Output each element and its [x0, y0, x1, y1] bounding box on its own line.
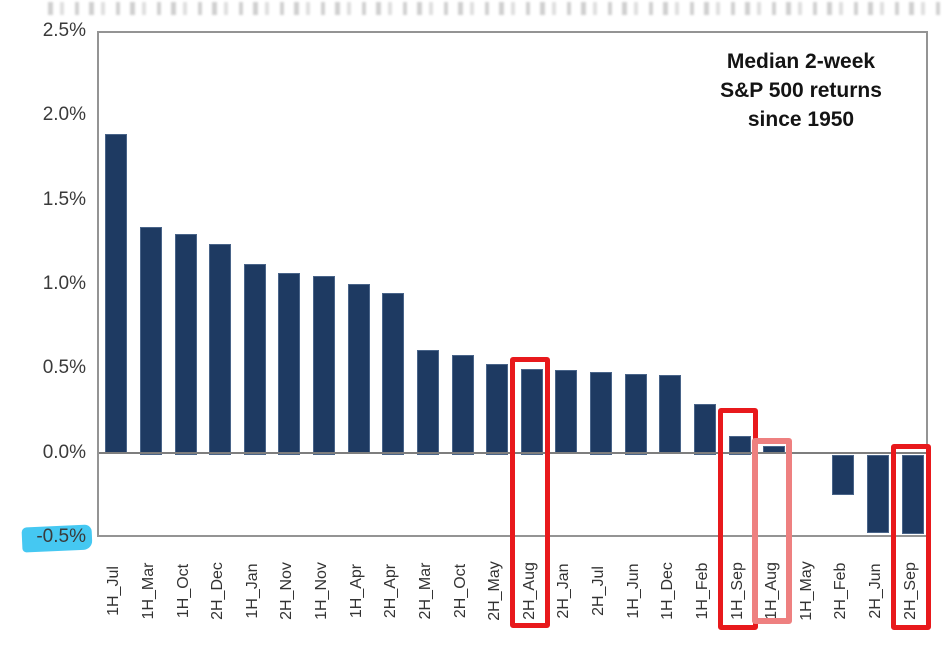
y-tick-label: 2.5%: [42, 20, 86, 41]
bar: [625, 374, 647, 455]
x-tick-label: 1H_Oct: [175, 563, 192, 619]
bar: [486, 364, 508, 455]
bar: [521, 369, 543, 455]
x-tick-label: 1H_Jul: [105, 566, 122, 616]
x-tick-label: 2H_Mar: [417, 562, 434, 620]
bar: [244, 264, 266, 455]
x-tick-label: 2H_Jul: [590, 566, 607, 616]
bar: [555, 370, 577, 454]
x-tick-label: 1H_Jun: [625, 563, 642, 619]
bar: [348, 284, 370, 454]
bar: [659, 375, 681, 454]
x-tick-label: 2H_Dec: [209, 562, 226, 620]
bar: [590, 372, 612, 455]
x-tick-label: 1H_Apr: [348, 563, 365, 619]
x-tick-label: 2H_Feb: [832, 562, 849, 620]
bar: [140, 227, 162, 455]
x-tick-label: 2H_Jun: [867, 563, 884, 619]
bar: [175, 234, 197, 455]
y-tick-label: 1.5%: [42, 189, 86, 210]
bar: [694, 404, 716, 455]
x-tick-label: 1H_Jan: [244, 563, 261, 619]
bar: [105, 134, 127, 454]
cropped-text-artifact: [48, 2, 947, 15]
chart-title: Median 2-week S&P 500 returns since 1950: [720, 50, 882, 131]
y-tick-label: -0.5%: [36, 526, 86, 547]
y-tick-label: 0.5%: [42, 357, 86, 378]
y-tick-label: 1.0%: [42, 273, 86, 294]
x-tick-label: 1H_May: [798, 561, 815, 621]
bar: [313, 276, 335, 455]
bar: [832, 455, 854, 495]
x-tick-label: 1H_Dec: [659, 562, 676, 620]
bar: [382, 293, 404, 455]
bar: [209, 244, 231, 455]
x-tick-label: 2H_Jan: [555, 563, 572, 619]
x-tick-label: 2H_Nov: [278, 562, 295, 620]
y-tick-label: 0.0%: [42, 442, 86, 463]
x-tick-label: 1H_Feb: [694, 562, 711, 620]
bar: [902, 455, 924, 534]
x-tick-label: 2H_Oct: [452, 563, 469, 619]
red-highlight-box: [752, 438, 792, 624]
x-tick-label: 2H_May: [486, 561, 503, 621]
bar: [729, 436, 751, 455]
y-tick-label: 2.0%: [42, 104, 86, 125]
red-highlight-box: [510, 357, 550, 628]
x-tick-label: 2H_Apr: [382, 563, 399, 619]
bar: [278, 273, 300, 455]
bar: [452, 355, 474, 455]
red-highlight-box: [891, 444, 931, 630]
x-tick-label: 1H_Nov: [313, 562, 330, 620]
bar: [417, 350, 439, 455]
bar: [763, 446, 785, 454]
x-tick-label: 1H_Mar: [140, 562, 157, 620]
bar: [867, 455, 889, 533]
